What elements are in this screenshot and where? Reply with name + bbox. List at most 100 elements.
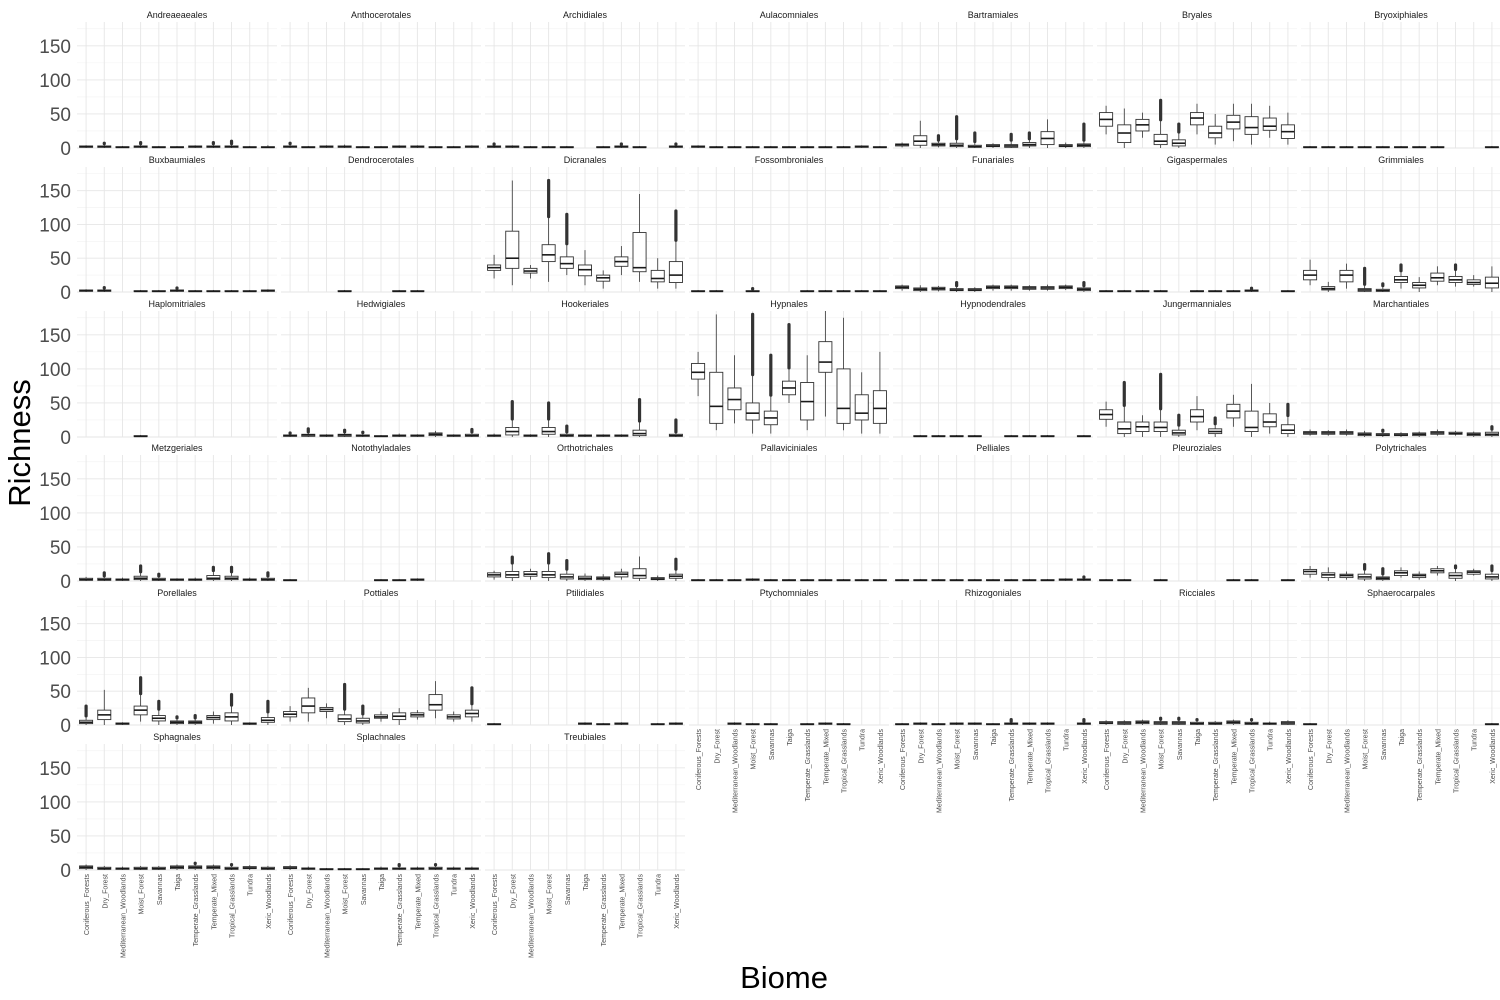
box-Savannas — [559, 145, 574, 149]
box-Dry_Forest — [505, 180, 520, 286]
box-Temperate_Grasslands — [392, 145, 407, 148]
x-tick-label: Temperate_Grasslands — [397, 874, 404, 947]
box-Mediterranean_Woodlands — [319, 434, 334, 437]
facet-panels: Andreaeaeales 0 50 100 150 Anthocerotales Arch… — [39, 10, 1500, 958]
box-Xeric_Woodlands — [260, 571, 275, 581]
box-Dry_Forest — [505, 145, 520, 148]
box-Taiga — [374, 145, 388, 149]
box-Temperate_Grasslands — [392, 708, 407, 725]
x-tick-label: Coniferous_Forests — [1308, 729, 1315, 791]
box-Taiga — [782, 145, 796, 149]
x-tick-label: Tropical_Grasslands — [230, 874, 237, 938]
box-Taiga — [578, 434, 592, 437]
box-Moist_Forest — [1357, 563, 1372, 581]
y-tick-label: 50 — [50, 394, 71, 415]
box-Dry_Forest — [1321, 281, 1336, 292]
box-Xeric_Woodlands — [464, 427, 479, 437]
x-tick-label: Dry_Forest — [306, 874, 313, 909]
facet-panel: Ricciales Coniferous_Forests Dry_Forest Med… — [1097, 588, 1297, 813]
box-Tropical_Grasslands — [1448, 263, 1463, 287]
box-Taiga — [170, 286, 184, 292]
box-Xeric_Woodlands — [872, 145, 887, 149]
x-tick-label: Tropical_Grasslands — [1046, 729, 1053, 793]
box-Temperate_Mixed — [818, 145, 833, 149]
y-tick-label: 50 — [50, 827, 71, 848]
box-Mediterranean_Woodlands — [1339, 263, 1354, 289]
box-Xeric_Woodlands — [1280, 402, 1295, 437]
box-Xeric_Woodlands — [668, 418, 683, 437]
facet-panel: Grimmiales — [1301, 155, 1500, 293]
box-Moist_Forest — [133, 865, 148, 870]
box-Mediterranean_Woodlands — [931, 285, 946, 292]
box-Moist_Forest — [1153, 98, 1168, 148]
box-Temperate_Mixed — [614, 568, 629, 580]
box-Taiga — [170, 145, 184, 149]
box-Tropical_Grasslands — [1448, 564, 1463, 581]
x-tick-label: Tundra — [452, 874, 459, 896]
box-Tropical_Grasslands — [1244, 578, 1259, 582]
x-tick-label: Coniferous_Forests — [900, 729, 907, 791]
box-Savannas — [967, 434, 982, 438]
box-Moist_Forest — [1153, 372, 1168, 437]
box-Taiga — [782, 578, 796, 582]
box-Temperate_Mixed — [410, 710, 425, 720]
box-Temperate_Mixed — [1226, 103, 1241, 142]
box-Tundra — [446, 866, 461, 870]
box-Xeric_Woodlands — [872, 289, 887, 293]
box-Coniferous_Forests — [691, 351, 706, 397]
box-Coniferous_Forests — [283, 706, 298, 722]
facet-panel: Dicranales — [485, 155, 685, 293]
facet-panel: Hypnales — [689, 299, 889, 438]
facet-panel: Archidiales — [485, 10, 685, 149]
box-Temperate_Mixed — [1022, 578, 1037, 582]
box-Temperate_Grasslands — [392, 289, 407, 293]
x-tick-label: Coniferous_Forests — [696, 729, 703, 791]
facet-title: Anthocerotales — [351, 10, 412, 20]
box-Mediterranean_Woodlands — [319, 867, 334, 871]
box-Coniferous_Forests — [895, 284, 910, 291]
box-Dry_Forest — [709, 289, 724, 293]
box-Temperate_Grasslands — [1208, 416, 1223, 437]
box-Temperate_Mixed — [206, 289, 221, 293]
facet-panel: Splachnales Coniferous_Forests Dry_Forest M… — [281, 732, 481, 958]
facet-title: Hypnales — [770, 299, 808, 309]
x-tick-label: Temperate_Grasslands — [1213, 729, 1220, 802]
box-Mediterranean_Woodlands — [931, 722, 946, 726]
box-Savannas — [151, 572, 166, 581]
x-tick-label: Mediterranean_Woodlands — [1140, 729, 1147, 813]
box-Savannas — [559, 558, 574, 581]
box-Tundra — [1262, 105, 1277, 138]
facet-title: Haplomitriales — [148, 299, 206, 309]
box-Temperate_Grasslands — [1412, 145, 1427, 149]
box-iqr — [1339, 269, 1354, 283]
x-tick-label: Tropical_Grasslands — [1454, 729, 1461, 793]
box-Coniferous_Forests — [283, 431, 298, 437]
box-Coniferous_Forests — [487, 570, 502, 580]
box-iqr — [818, 341, 833, 373]
x-tick-label: Xeric_Woodlands — [878, 729, 885, 784]
box-Tundra — [242, 145, 257, 149]
box-Mediterranean_Woodlands — [115, 577, 130, 581]
x-tick-label: Mediterranean_Woodlands — [936, 729, 943, 813]
facet-title: Sphagnales — [153, 732, 201, 742]
box-Mediterranean_Woodlands — [931, 434, 946, 438]
x-tick-label: Dry_Forest — [714, 729, 721, 764]
box-Xeric_Woodlands — [464, 686, 479, 722]
x-tick-label: Coniferous_Forests — [288, 874, 295, 936]
box-Tundra — [650, 258, 665, 289]
x-tick-label: Tundra — [1268, 729, 1275, 751]
x-tick-label: Dry_Forest — [918, 729, 925, 764]
box-iqr — [1117, 421, 1132, 435]
box-Taiga — [578, 722, 592, 725]
box-Temperate_Mixed — [1226, 719, 1241, 725]
facet-panel: Marchantiales — [1301, 299, 1500, 438]
x-tick-label: Temperate_Mixed — [619, 874, 626, 930]
box-Moist_Forest — [337, 289, 352, 293]
box-Taiga — [782, 323, 796, 403]
box-Dry_Forest — [709, 145, 724, 149]
box-Tropical_Grasslands — [836, 578, 851, 582]
box-Moist_Forest — [949, 280, 964, 292]
box-Dry_Forest — [1321, 567, 1336, 581]
box-Taiga — [170, 715, 184, 725]
facet-title: Aulacomniales — [760, 10, 819, 20]
